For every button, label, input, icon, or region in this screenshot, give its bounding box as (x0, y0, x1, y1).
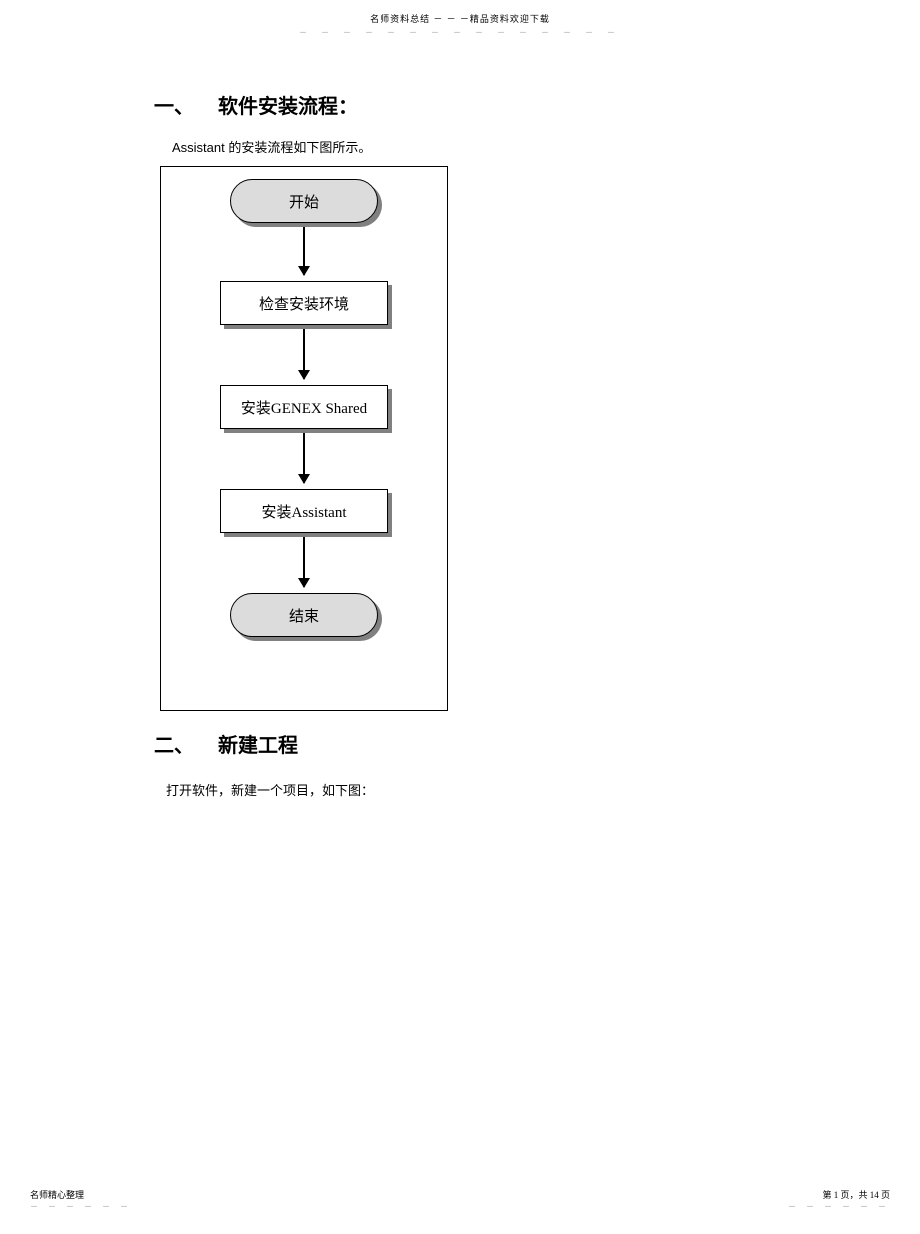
flowchart-container: 开始 检查安装环境 安装GENEX Shared 安装Assistant 结束 (160, 166, 448, 711)
flow-arrow (303, 537, 305, 587)
footer-left-text: 名师精心整理 (30, 1190, 84, 1200)
section-1-number: 一、 (154, 96, 194, 118)
flow-label: 安装Assistant (261, 501, 346, 522)
flow-label: 安装GENEX Shared (241, 397, 367, 418)
footer-left-dots: － － － － － － (30, 1201, 132, 1212)
flow-label: 开始 (289, 191, 319, 212)
flow-node-check: 检查安装环境 (220, 281, 388, 325)
section-2-number: 二、 (154, 735, 194, 757)
flow-node-genex: 安装GENEX Shared (220, 385, 388, 429)
section-1-intro: Assistant 的安装流程如下图所示。 (172, 137, 754, 156)
flow-label: 检查安装环境 (259, 293, 349, 314)
footer-right-dots: － － － － － － (788, 1201, 890, 1212)
flow-node-start: 开始 (230, 179, 378, 223)
flow-node-assistant: 安装Assistant (220, 489, 388, 533)
flow-node-end: 结束 (230, 593, 378, 637)
footer-left: 名师精心整理 － － － － － － (30, 1188, 132, 1212)
flow-label: 结束 (289, 605, 319, 626)
header-text: 名师资料总结 － － －精品资料欢迎下载 (370, 14, 550, 24)
flow-arrow (303, 433, 305, 483)
section-2-body: 打开软件，新建一个项目，如下图： (166, 780, 754, 799)
page-content: 一、 软件安装流程： Assistant 的安装流程如下图所示。 开始 检查安装环… (154, 90, 754, 799)
page-header: 名师资料总结 － － －精品资料欢迎下载 － － － － － － － － － －… (0, 12, 920, 38)
section-2-title: 新建工程 (218, 735, 298, 757)
footer-right: 第 1 页，共 14 页 － － － － － － (788, 1188, 890, 1212)
flow-arrow (303, 227, 305, 275)
section-1-heading: 一、 软件安装流程： (154, 90, 754, 119)
flow-arrow (303, 329, 305, 379)
header-dots: － － － － － － － － － － － － － － － (0, 27, 920, 38)
section-1-title: 软件安装流程： (218, 96, 358, 118)
footer-right-text: 第 1 页，共 14 页 (822, 1190, 890, 1200)
section-2-heading: 二、 新建工程 (154, 729, 754, 758)
